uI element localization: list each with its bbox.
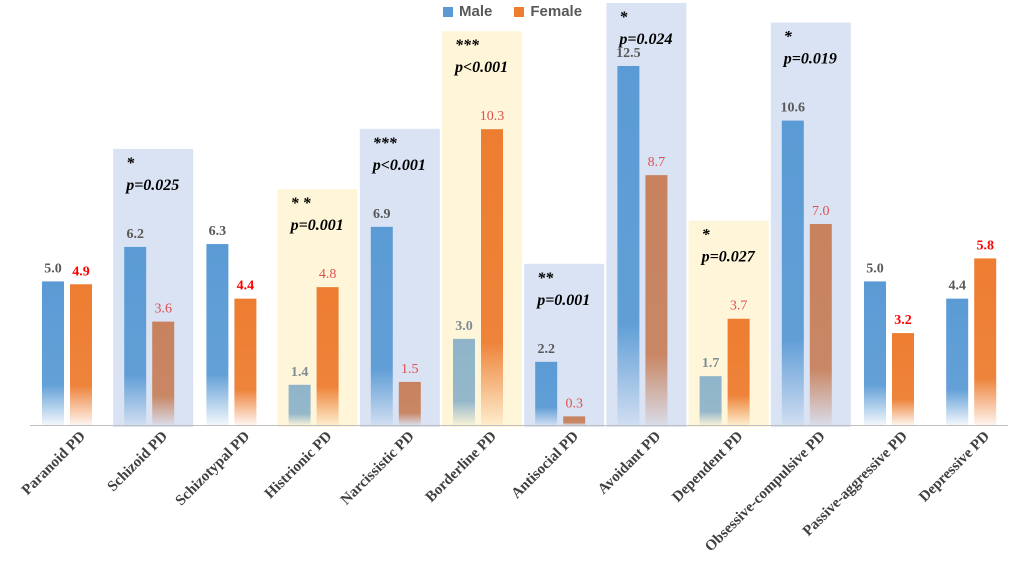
category-label-narcissistic-pd: Narcissistic PD [338, 428, 418, 508]
bar-male-schizoid-pd [124, 246, 147, 425]
value-label-female-antisocial-pd: 0.3 [565, 396, 583, 411]
bar-male-schizotypal-pd [206, 244, 229, 425]
category-label-borderline-pd: Borderline PD [423, 428, 500, 505]
bar-male-obsessive-compulsive-pd [781, 120, 804, 426]
value-label-male-dependent-pd: 1.7 [702, 356, 720, 371]
value-label-female-avoidant-pd: 8.7 [648, 155, 666, 170]
category-label-dependent-pd: Dependent PD [669, 428, 746, 505]
stars-borderline-pd: *** [455, 37, 480, 54]
value-label-male-antisocial-pd: 2.2 [537, 342, 555, 357]
bar-male-antisocial-pd [535, 361, 558, 425]
female-swatch [514, 6, 525, 17]
value-label-female-schizoid-pd: 3.6 [154, 302, 172, 317]
category-labels: Paranoid PD Schizoid PD Schizotypal PD Hist… [19, 428, 993, 555]
bar-male-avoidant-pd [617, 66, 640, 425]
stars-schizoid-pd: * [126, 155, 135, 172]
bar-female-narcissistic-pd [398, 381, 421, 425]
bar-female-avoidant-pd [645, 175, 668, 425]
value-label-female-narcissistic-pd: 1.5 [401, 362, 419, 377]
legend-item-male[interactable]: Male [443, 3, 492, 20]
category-label-schizoid-pd: Schizoid PD [105, 428, 172, 495]
legend-label-female: Female [530, 3, 583, 20]
value-label-female-schizotypal-pd: 4.4 [237, 279, 255, 294]
bar-female-borderline-pd [481, 129, 503, 425]
bar-female-schizotypal-pd [234, 298, 257, 425]
stars-avoidant-pd: * [619, 9, 628, 26]
value-label-female-histrionic-pd: 4.8 [319, 267, 337, 282]
value-label-male-narcissistic-pd: 6.9 [373, 207, 391, 222]
value-label-male-depressive-pd: 4.4 [948, 279, 966, 294]
bar-male-passive-aggressive-pd [864, 281, 886, 425]
bar-female-obsessive-compulsive-pd [809, 223, 832, 425]
bars [42, 66, 997, 426]
value-label-male-passive-aggressive-pd: 5.0 [866, 261, 884, 276]
bar-male-narcissistic-pd [370, 226, 393, 425]
bar-female-histrionic-pd [316, 287, 339, 425]
value-label-male-schizoid-pd: 6.2 [126, 227, 144, 242]
bar-female-dependent-pd [727, 318, 750, 425]
p-value-schizoid-pd: p=0.025 [124, 177, 179, 194]
stars-narcissistic-pd: *** [373, 135, 398, 152]
p-value-antisocial-pd: p=0.001 [535, 292, 590, 309]
category-label-schizotypal-pd: Schizotypal PD [173, 428, 254, 509]
value-label-female-paranoid-pd: 4.9 [72, 264, 90, 279]
bar-male-histrionic-pd [288, 384, 311, 425]
value-label-female-obsessive-compulsive-pd: 7.0 [812, 204, 830, 219]
p-value-avoidant-pd: p=0.024 [617, 31, 672, 48]
category-label-histrionic-pd: Histrionic PD [262, 428, 336, 502]
value-label-male-paranoid-pd: 5.0 [44, 261, 62, 276]
p-value-histrionic-pd: p=0.001 [289, 217, 344, 234]
stars-histrionic-pd: * * [291, 195, 312, 212]
value-label-male-avoidant-pd: 12.5 [616, 46, 641, 61]
bar-female-antisocial-pd [563, 416, 586, 425]
value-label-female-borderline-pd: 10.3 [480, 109, 505, 124]
legend-item-female[interactable]: Female [514, 3, 582, 20]
p-value-dependent-pd: p=0.027 [700, 249, 756, 266]
value-label-male-schizotypal-pd: 6.3 [209, 224, 227, 239]
p-value-obsessive-compulsive-pd: p=0.019 [782, 51, 837, 68]
bar-female-paranoid-pd [70, 284, 92, 425]
stars-dependent-pd: * [702, 227, 711, 244]
legend: Male Female [443, 3, 582, 20]
category-label-avoidant-pd: Avoidant PD [595, 428, 664, 497]
bar-male-borderline-pd [453, 338, 475, 425]
bar-female-passive-aggressive-pd [892, 333, 914, 425]
value-label-female-passive-aggressive-pd: 3.2 [894, 313, 912, 328]
bar-male-depressive-pd [946, 298, 969, 425]
bar-male-paranoid-pd [42, 281, 64, 425]
bar-female-schizoid-pd [152, 321, 175, 425]
category-label-paranoid-pd: Paranoid PD [19, 428, 89, 498]
value-label-male-histrionic-pd: 1.4 [291, 365, 309, 380]
bar-female-depressive-pd [974, 258, 997, 425]
male-swatch [443, 6, 453, 17]
value-label-female-dependent-pd: 3.7 [730, 299, 748, 314]
significance-annotations: *p=0.025* *p=0.001***p<0.001***p<0.001**… [124, 9, 837, 309]
legend-label-male: Male [459, 3, 493, 20]
stars-antisocial-pd: ** [537, 270, 554, 287]
value-label-male-borderline-pd: 3.0 [455, 319, 473, 334]
p-value-narcissistic-pd: p<0.001 [371, 157, 426, 174]
category-label-antisocial-pd: Antisocial PD [509, 428, 583, 502]
value-labels: 5.0 4.9 6.2 3.6 6.3 4.4 1.4 4.8 6.9 1.5 3.0 10.3 2.2… [44, 46, 994, 411]
category-label-depressive-pd: Depressive PD [916, 428, 993, 505]
p-value-borderline-pd: p<0.001 [453, 59, 508, 76]
value-label-female-depressive-pd: 5.8 [976, 238, 994, 253]
stars-obsessive-compulsive-pd: * [784, 29, 793, 46]
value-label-male-obsessive-compulsive-pd: 10.6 [781, 101, 806, 116]
bar-male-dependent-pd [699, 376, 722, 425]
